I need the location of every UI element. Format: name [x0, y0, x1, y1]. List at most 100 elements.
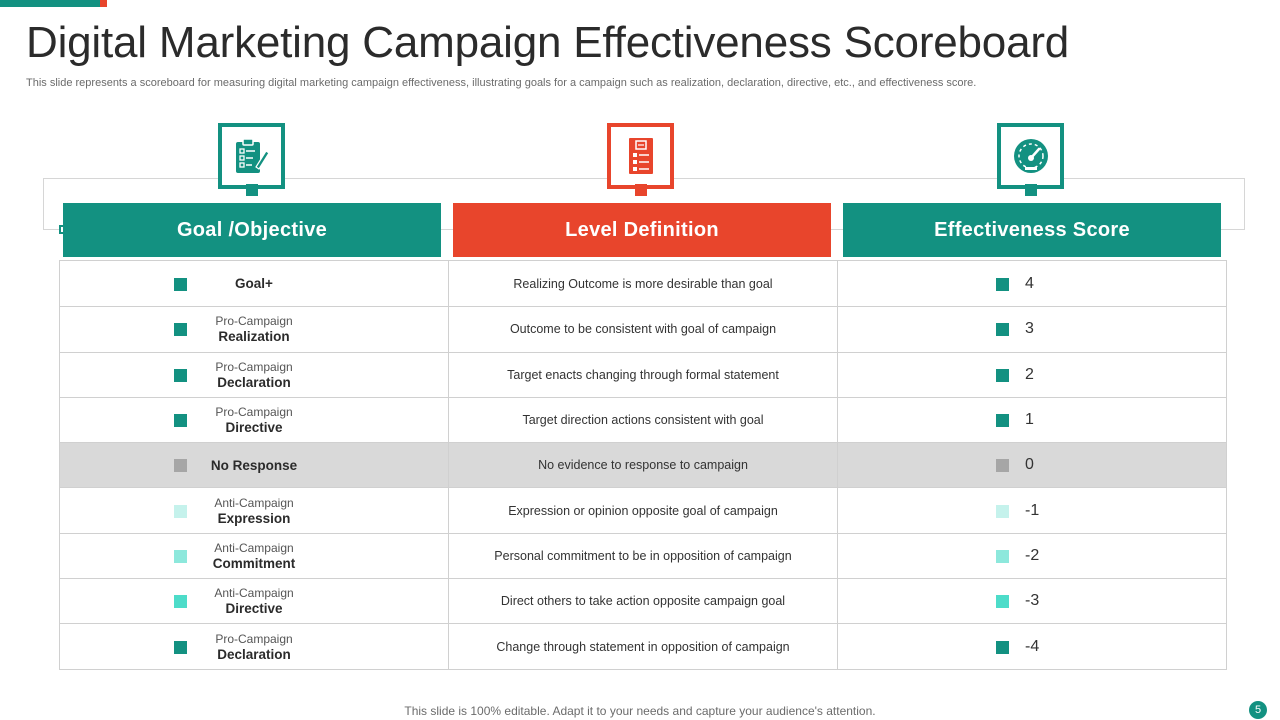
goal-text: Pro-Campaign Realization [215, 314, 292, 344]
goal-cell: Pro-Campaign Declaration [60, 352, 449, 397]
goal-cell: No Response [60, 443, 449, 488]
score-value: -3 [1025, 592, 1040, 610]
goal-category: Anti-Campaign [214, 495, 294, 510]
table-row: Pro-Campaign Directive Target direction ac… [60, 396, 1226, 443]
score-color-marker [996, 459, 1009, 473]
score-icon-box [997, 123, 1064, 196]
score-cell: -2 [838, 534, 1226, 578]
score-value: 1 [1025, 411, 1034, 429]
level-definition-cell: Outcome to be consistent with goal of ca… [449, 307, 838, 352]
footer-note: This slide is 100% editable. Adapt it to… [404, 704, 876, 718]
goal-category: Pro-Campaign [215, 314, 293, 329]
score-column-header: Effectiveness Score [843, 203, 1221, 257]
score-value: -4 [1025, 637, 1040, 655]
goal-color-marker [174, 459, 187, 473]
score-cell: 1 [838, 398, 1226, 442]
goal-category: Pro-Campaign [215, 359, 293, 374]
goal-color-marker [174, 640, 187, 654]
level-column-header: Level Definition [453, 203, 831, 257]
goal-text: Goal+ [235, 276, 273, 291]
table-row: No Response No evidence to response to ca… [60, 442, 1226, 488]
level-definition-cell: Change through statement in opposition o… [449, 624, 838, 669]
score-color-marker [996, 414, 1009, 428]
goal-icon-box [218, 123, 285, 196]
goal-category: Anti-Campaign [214, 540, 294, 555]
goal-category: Anti-Campaign [214, 586, 294, 601]
level-definition-cell: Personal commitment to be in opposition … [449, 533, 838, 579]
goal-connector [245, 184, 258, 196]
goal-category: Pro-Campaign [215, 405, 293, 420]
score-color-marker [996, 640, 1009, 654]
score-color-marker [996, 504, 1009, 518]
goal-name: Declaration [217, 374, 291, 390]
goal-text: Anti-Campaign Commitment [213, 541, 296, 571]
level-definition-cell: No evidence to response to campaign [449, 443, 838, 488]
score-value: -2 [1025, 546, 1040, 564]
score-color-marker [996, 368, 1009, 382]
goal-cell: Anti-Campaign Commitment [60, 533, 449, 579]
goal-name: Expression [217, 510, 291, 526]
goal-category: Pro-Campaign [215, 631, 293, 646]
score-value: -1 [1025, 501, 1040, 519]
score-connector [1024, 184, 1037, 196]
goal-color-marker [174, 368, 187, 382]
top-accent-bar [0, 0, 107, 7]
goal-cell: Anti-Campaign Directive [60, 579, 449, 624]
slide-title: Digital Marketing Campaign Effectiveness… [26, 18, 1070, 67]
level-icon-box [607, 123, 674, 196]
goal-name: Directive [225, 601, 283, 617]
document-form-icon [628, 138, 653, 174]
goal-column-header: Goal /Objective [63, 203, 441, 257]
level-definition-cell: Target enacts changing through formal st… [449, 352, 838, 397]
page-number-badge: 5 [1249, 701, 1267, 719]
score-cell: -1 [838, 488, 1226, 532]
score-value: 4 [1025, 274, 1034, 292]
goal-cell: Pro-Campaign Directive [60, 397, 449, 443]
top-accent-red [100, 0, 107, 7]
table-row: Anti-Campaign Commitment Personal commitme… [60, 532, 1226, 579]
score-cell: 3 [838, 307, 1226, 351]
goal-text: Pro-Campaign Directive [215, 405, 292, 435]
level-definition-cell: Direct others to take action opposite ca… [449, 579, 838, 624]
goal-name: Commitment [212, 555, 296, 571]
level-connector [634, 184, 647, 196]
goal-color-marker [174, 277, 187, 291]
goal-cell: Goal+ [60, 261, 449, 307]
score-cell: -4 [838, 624, 1226, 668]
level-column-label: Level Definition [565, 218, 719, 241]
goal-name: Realization [218, 329, 290, 345]
score-cell: -3 [838, 579, 1226, 623]
goal-column-label: Goal /Objective [176, 218, 328, 241]
score-value: 2 [1025, 365, 1034, 383]
scoreboard-table: Goal+ Realizing Outcome is more desirable… [59, 260, 1227, 670]
table-row: Anti-Campaign Directive Direct others to t… [60, 578, 1226, 624]
goal-color-marker [174, 504, 187, 518]
goal-name: Directive [225, 420, 283, 436]
table-row: Pro-Campaign Realization Outcome to be con… [60, 306, 1226, 352]
score-cell: 4 [838, 261, 1226, 306]
score-value: 0 [1025, 456, 1034, 474]
score-color-marker [996, 549, 1009, 563]
score-column-label: Effectiveness Score [934, 218, 1130, 241]
goal-cell: Pro-Campaign Declaration [60, 624, 449, 669]
goal-color-marker [174, 414, 187, 428]
goal-text: Pro-Campaign Declaration [215, 632, 292, 662]
level-definition-cell: Realizing Outcome is more desirable than… [449, 261, 838, 307]
speedometer-icon [1013, 139, 1048, 173]
goal-color-marker [174, 323, 187, 337]
top-accent-teal [0, 0, 100, 7]
goal-name: No Response [210, 457, 298, 473]
goal-name: Goal+ [235, 276, 273, 292]
goal-color-marker [174, 549, 187, 563]
score-color-marker [996, 323, 1009, 337]
goal-text: Anti-Campaign Directive [214, 586, 293, 616]
table-row: Goal+ Realizing Outcome is more desirable… [60, 261, 1226, 307]
goal-text: Anti-Campaign Expression [214, 496, 293, 526]
slide-subtitle: This slide represents a scoreboard for m… [26, 77, 977, 89]
goal-name: Declaration [217, 646, 291, 662]
score-cell: 2 [838, 353, 1226, 397]
score-color-marker [996, 595, 1009, 609]
goal-cell: Pro-Campaign Realization [60, 307, 449, 352]
score-color-marker [996, 277, 1009, 291]
goal-color-marker [174, 595, 187, 609]
